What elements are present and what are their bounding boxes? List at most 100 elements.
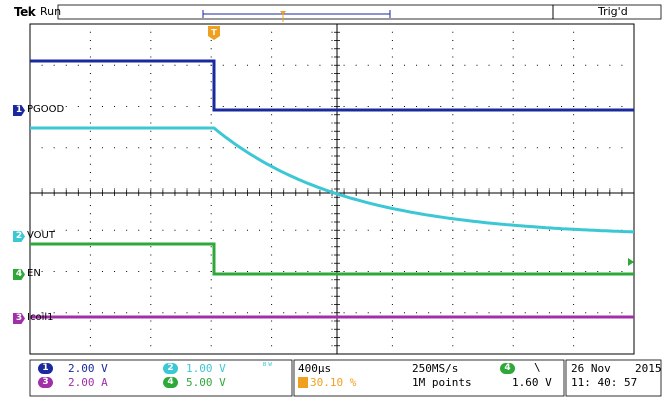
grid-dot [512, 295, 514, 297]
grid-dot [452, 246, 454, 248]
grid-dot [53, 64, 55, 66]
grid-dot [210, 64, 212, 66]
ch4-badge[interactable]: 4 [163, 377, 178, 388]
grid-dot [343, 64, 345, 66]
grid-dot [126, 271, 128, 272]
trigger-marker-text: T [211, 28, 217, 37]
grid-dot [379, 106, 381, 107]
grid-dot [391, 238, 393, 239]
grid-dot [150, 163, 152, 165]
grid-dot [234, 229, 236, 231]
grid-dot [585, 106, 587, 107]
grid-dot [174, 229, 176, 231]
ch2-scale: 1.00 V [186, 362, 226, 375]
grid-dot [150, 279, 152, 281]
grid-dot [379, 312, 381, 314]
grid-dot [512, 130, 514, 132]
grid-dot [126, 147, 128, 149]
grid-dot [138, 147, 140, 149]
grid-dot [186, 64, 188, 66]
ch1-name: PGOOD [27, 104, 65, 115]
grid-dot [150, 312, 152, 314]
grid-dot [343, 229, 345, 231]
grid-dot [573, 130, 575, 132]
ch4-name: EN [27, 268, 41, 279]
grid-dot [174, 147, 176, 149]
status-bar: Tek Run Trig'd [0, 0, 664, 24]
grid-dot [331, 304, 333, 305]
ch1-badge[interactable]: 1 [38, 363, 53, 374]
grid-dot [162, 188, 164, 190]
grid-dot [53, 106, 55, 107]
grid-dot [573, 304, 575, 305]
grid-dot [391, 73, 393, 74]
grid-dot [65, 229, 67, 231]
grid-dot [367, 64, 369, 66]
grid-dot [210, 122, 212, 124]
ch2-badge[interactable]: 2 [163, 363, 178, 374]
grid-dot [162, 64, 164, 66]
grid-dot [343, 271, 345, 272]
grid-dot [536, 312, 538, 314]
trigger-level-readout: 1.60 V [512, 376, 552, 389]
grid-dot [186, 312, 188, 314]
grid-dot [331, 56, 333, 58]
grid-dot [331, 130, 333, 132]
grid-dot [210, 238, 212, 239]
grid-dot [573, 295, 575, 297]
grid-dot [500, 147, 502, 149]
grid-dot [512, 31, 514, 33]
grid-dot [391, 147, 393, 149]
grid-dot [331, 213, 333, 215]
grid-dot [65, 147, 67, 149]
grid-dot [259, 147, 261, 149]
grid-dot [210, 89, 212, 91]
trigger-level-marker-icon [628, 258, 634, 266]
grid-dot [89, 147, 91, 149]
grid-dot [89, 328, 91, 330]
grid-dot [295, 147, 297, 149]
grid-dot [210, 304, 212, 305]
grid-dot [89, 287, 91, 289]
grid-dot [331, 271, 333, 272]
grid-dot [271, 213, 273, 215]
grid-dot [452, 97, 454, 99]
grid-dot [391, 106, 393, 107]
grid-dot [162, 229, 164, 231]
grid-dot [210, 130, 212, 132]
grid-dot [126, 312, 128, 314]
grid-dot [476, 229, 478, 231]
ch1-scale: 2.00 V [68, 362, 108, 375]
grid-dot [500, 229, 502, 231]
grid-dot [391, 130, 393, 132]
trigger-source-badge[interactable]: 4 [500, 363, 515, 374]
grid-dot [573, 139, 575, 140]
grid-dot [222, 271, 224, 272]
grid-dot [621, 106, 623, 107]
grid-dot [210, 221, 212, 223]
grid-dot [295, 106, 297, 107]
grid-dot [343, 312, 345, 314]
grid-dot [343, 106, 345, 107]
grid-dot [65, 312, 67, 314]
grid-dot [210, 40, 212, 41]
grid-dot [573, 320, 575, 322]
grid-dot [150, 345, 152, 347]
trigger-status: Trig'd [598, 5, 628, 18]
grid-dot [464, 229, 466, 231]
grid-dot [77, 188, 79, 190]
grid-dot [452, 40, 454, 41]
ch3-badge[interactable]: 3 [38, 377, 53, 388]
grid-dot [512, 328, 514, 330]
grid-dot [246, 64, 248, 66]
grid-dot [403, 312, 405, 314]
grid-dot [343, 147, 345, 149]
grid-dot [355, 271, 357, 272]
grid-dot [391, 40, 393, 41]
grid-dot [403, 229, 405, 231]
grid-dot [89, 48, 91, 50]
grid-dot [89, 196, 91, 198]
grid-dot [210, 254, 212, 256]
grid-dot [222, 312, 224, 314]
grid-dot [210, 97, 212, 99]
